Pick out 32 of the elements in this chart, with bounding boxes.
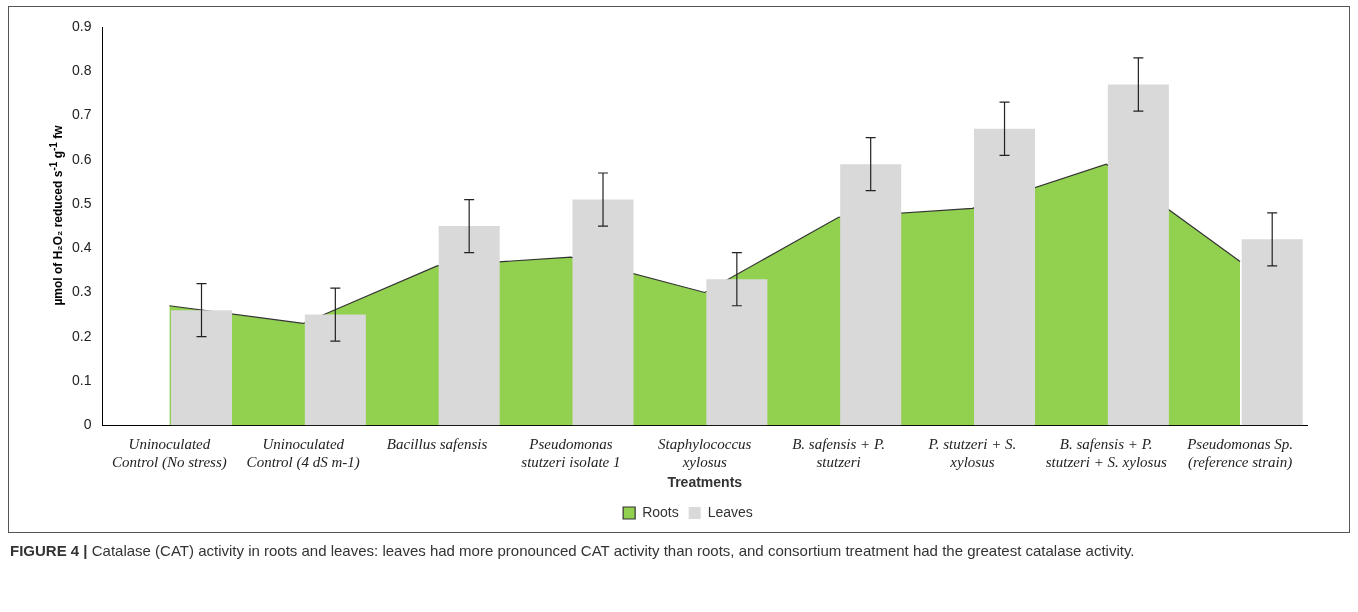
y-tick-label: 0.9 bbox=[71, 17, 92, 34]
caption: FIGURE 4 | Catalase (CAT) activity in roots and leaves: leaves had more pronounced CAT activity than roots, and consortium treatment had the greatest catalase activity. bbox=[10, 541, 1136, 561]
legend-label: Leaves bbox=[707, 503, 753, 520]
x-tick-label: Pseudomonas Sp. (reference strain) bbox=[1186, 436, 1293, 472]
x-tick-label: P. stutzeri + S. xylosus bbox=[927, 436, 1017, 471]
y-tick-label: 0.3 bbox=[71, 283, 92, 300]
x-tick-label: B. safensis + P. stutzeri bbox=[792, 436, 885, 471]
y-tick-label: 0.2 bbox=[71, 327, 92, 344]
y-tick-label: 0.8 bbox=[71, 62, 92, 79]
bar bbox=[1107, 84, 1169, 426]
y-tick-label: 0.7 bbox=[71, 106, 92, 123]
bar bbox=[170, 310, 233, 426]
y-tick-label: 0.6 bbox=[71, 150, 92, 167]
bar bbox=[840, 164, 902, 426]
bar bbox=[974, 128, 1036, 426]
bar bbox=[706, 279, 768, 426]
x-tick-label: Uninoculated Control (No stress) bbox=[112, 436, 227, 472]
x-axis-title: Treatments bbox=[667, 474, 743, 491]
x-tick-label: Staphylococcus xylosus bbox=[658, 436, 752, 471]
x-tick-label: Uninoculated Control (4 dS m-1) bbox=[246, 436, 360, 472]
bar bbox=[304, 314, 366, 426]
bar bbox=[572, 199, 634, 426]
y-tick-label: 0.5 bbox=[71, 194, 92, 211]
x-tick-label: Bacillus safensis bbox=[386, 436, 488, 453]
y-tick-label: 0 bbox=[83, 416, 92, 433]
bar bbox=[1241, 239, 1303, 426]
x-tick-label: Pseudomonas stutzeri isolate 1 bbox=[521, 436, 621, 471]
y-tick-label: 0.1 bbox=[71, 371, 92, 388]
y-tick-label: 0.4 bbox=[71, 239, 92, 256]
x-tick-label: B. safensis + P. stutzeri + S. xylosus bbox=[1045, 436, 1167, 471]
bar bbox=[438, 226, 500, 426]
legend-label: Roots bbox=[642, 503, 679, 520]
